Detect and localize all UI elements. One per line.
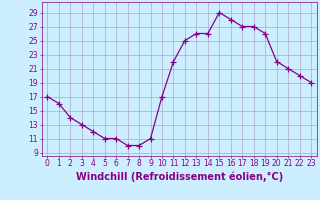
X-axis label: Windchill (Refroidissement éolien,°C): Windchill (Refroidissement éolien,°C) bbox=[76, 171, 283, 182]
